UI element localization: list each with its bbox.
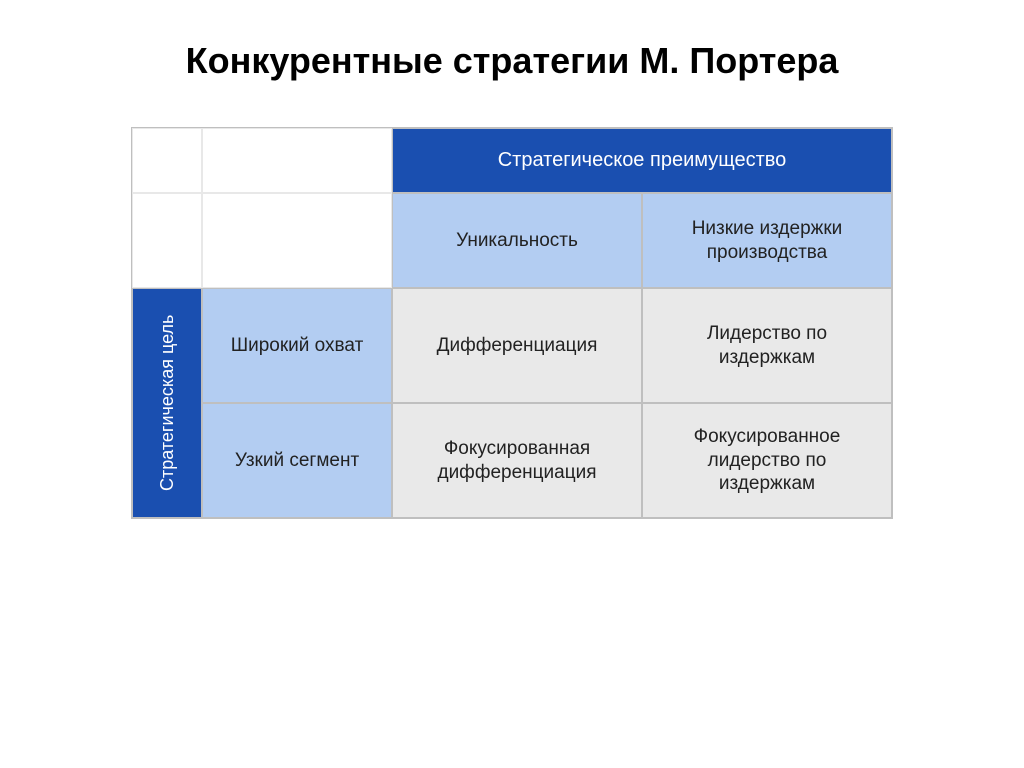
blank-left-upper [132, 193, 202, 288]
blank-corner-top-left [132, 128, 202, 193]
cell-cost-leadership: Лидерство по издержкам [642, 288, 892, 403]
page-title: Конкурентные стратегии М. Портера [50, 40, 974, 82]
matrix-container: Стратегическое преимущество Уникальность… [50, 127, 974, 519]
blank-left-upper-2 [202, 193, 392, 288]
row-header-narrow: Узкий сегмент [202, 403, 392, 518]
cell-focused-differentiation: Фокусированная дифференциация [392, 403, 642, 518]
row-group-header: Стратегическая цель [132, 288, 202, 518]
cell-differentiation: Дифференциация [392, 288, 642, 403]
col-header-low-cost: Низкие издержки производства [642, 193, 892, 288]
col-header-uniqueness: Уникальность [392, 193, 642, 288]
porter-matrix: Стратегическое преимущество Уникальность… [131, 127, 893, 519]
row-header-broad: Широкий охват [202, 288, 392, 403]
col-group-header: Стратегическое преимущество [392, 128, 892, 193]
cell-focused-cost-leadership: Фокусированное лидерство по издержкам [642, 403, 892, 518]
blank-top [202, 128, 392, 193]
